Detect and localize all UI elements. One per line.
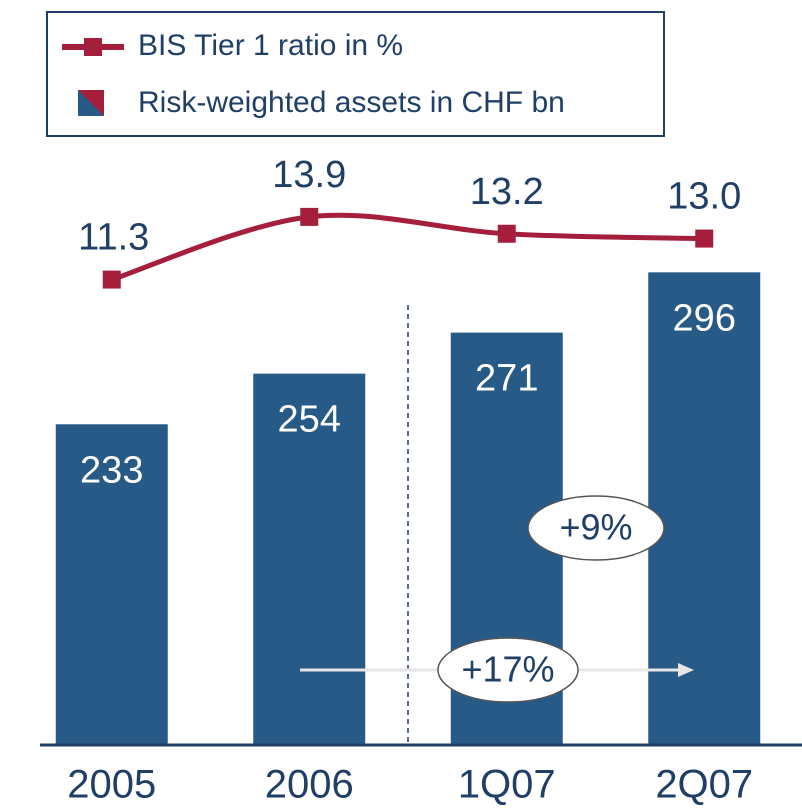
x-tick-label: 2005 <box>67 763 156 807</box>
legend-swatch-accent <box>78 90 104 116</box>
legend-marker <box>84 38 102 56</box>
bar-value-label: 233 <box>80 449 143 491</box>
annotation-bubble <box>437 637 579 703</box>
line-value-label: 13.0 <box>667 176 741 218</box>
bar-value-label: 254 <box>278 399 341 441</box>
bar <box>253 373 366 745</box>
legend-label: Risk-weighted assets in CHF bn <box>138 86 565 119</box>
bar <box>55 424 168 745</box>
bar-value-label: 296 <box>673 297 736 339</box>
x-tick-label: 1Q07 <box>458 763 556 807</box>
annotation: +9% <box>559 507 632 548</box>
growth-arrowhead <box>678 663 694 677</box>
line-marker <box>695 229 714 248</box>
bar-value-label: 271 <box>475 358 538 400</box>
line-marker <box>497 224 516 243</box>
bar <box>648 272 761 745</box>
line-value-label: 11.3 <box>78 217 149 259</box>
x-tick-label: 2006 <box>265 763 354 807</box>
line <box>110 212 705 282</box>
line-value-label: 13.2 <box>470 171 544 213</box>
line-value-label: 13.9 <box>272 154 346 196</box>
line-marker <box>300 207 319 226</box>
annotation-bubble <box>527 495 665 561</box>
annotation: +17% <box>461 649 554 690</box>
legend-box <box>46 11 665 137</box>
legend-label: BIS Tier 1 ratio in % <box>138 29 403 62</box>
line-marker <box>102 270 121 289</box>
x-tick-label: 2Q07 <box>655 763 753 807</box>
